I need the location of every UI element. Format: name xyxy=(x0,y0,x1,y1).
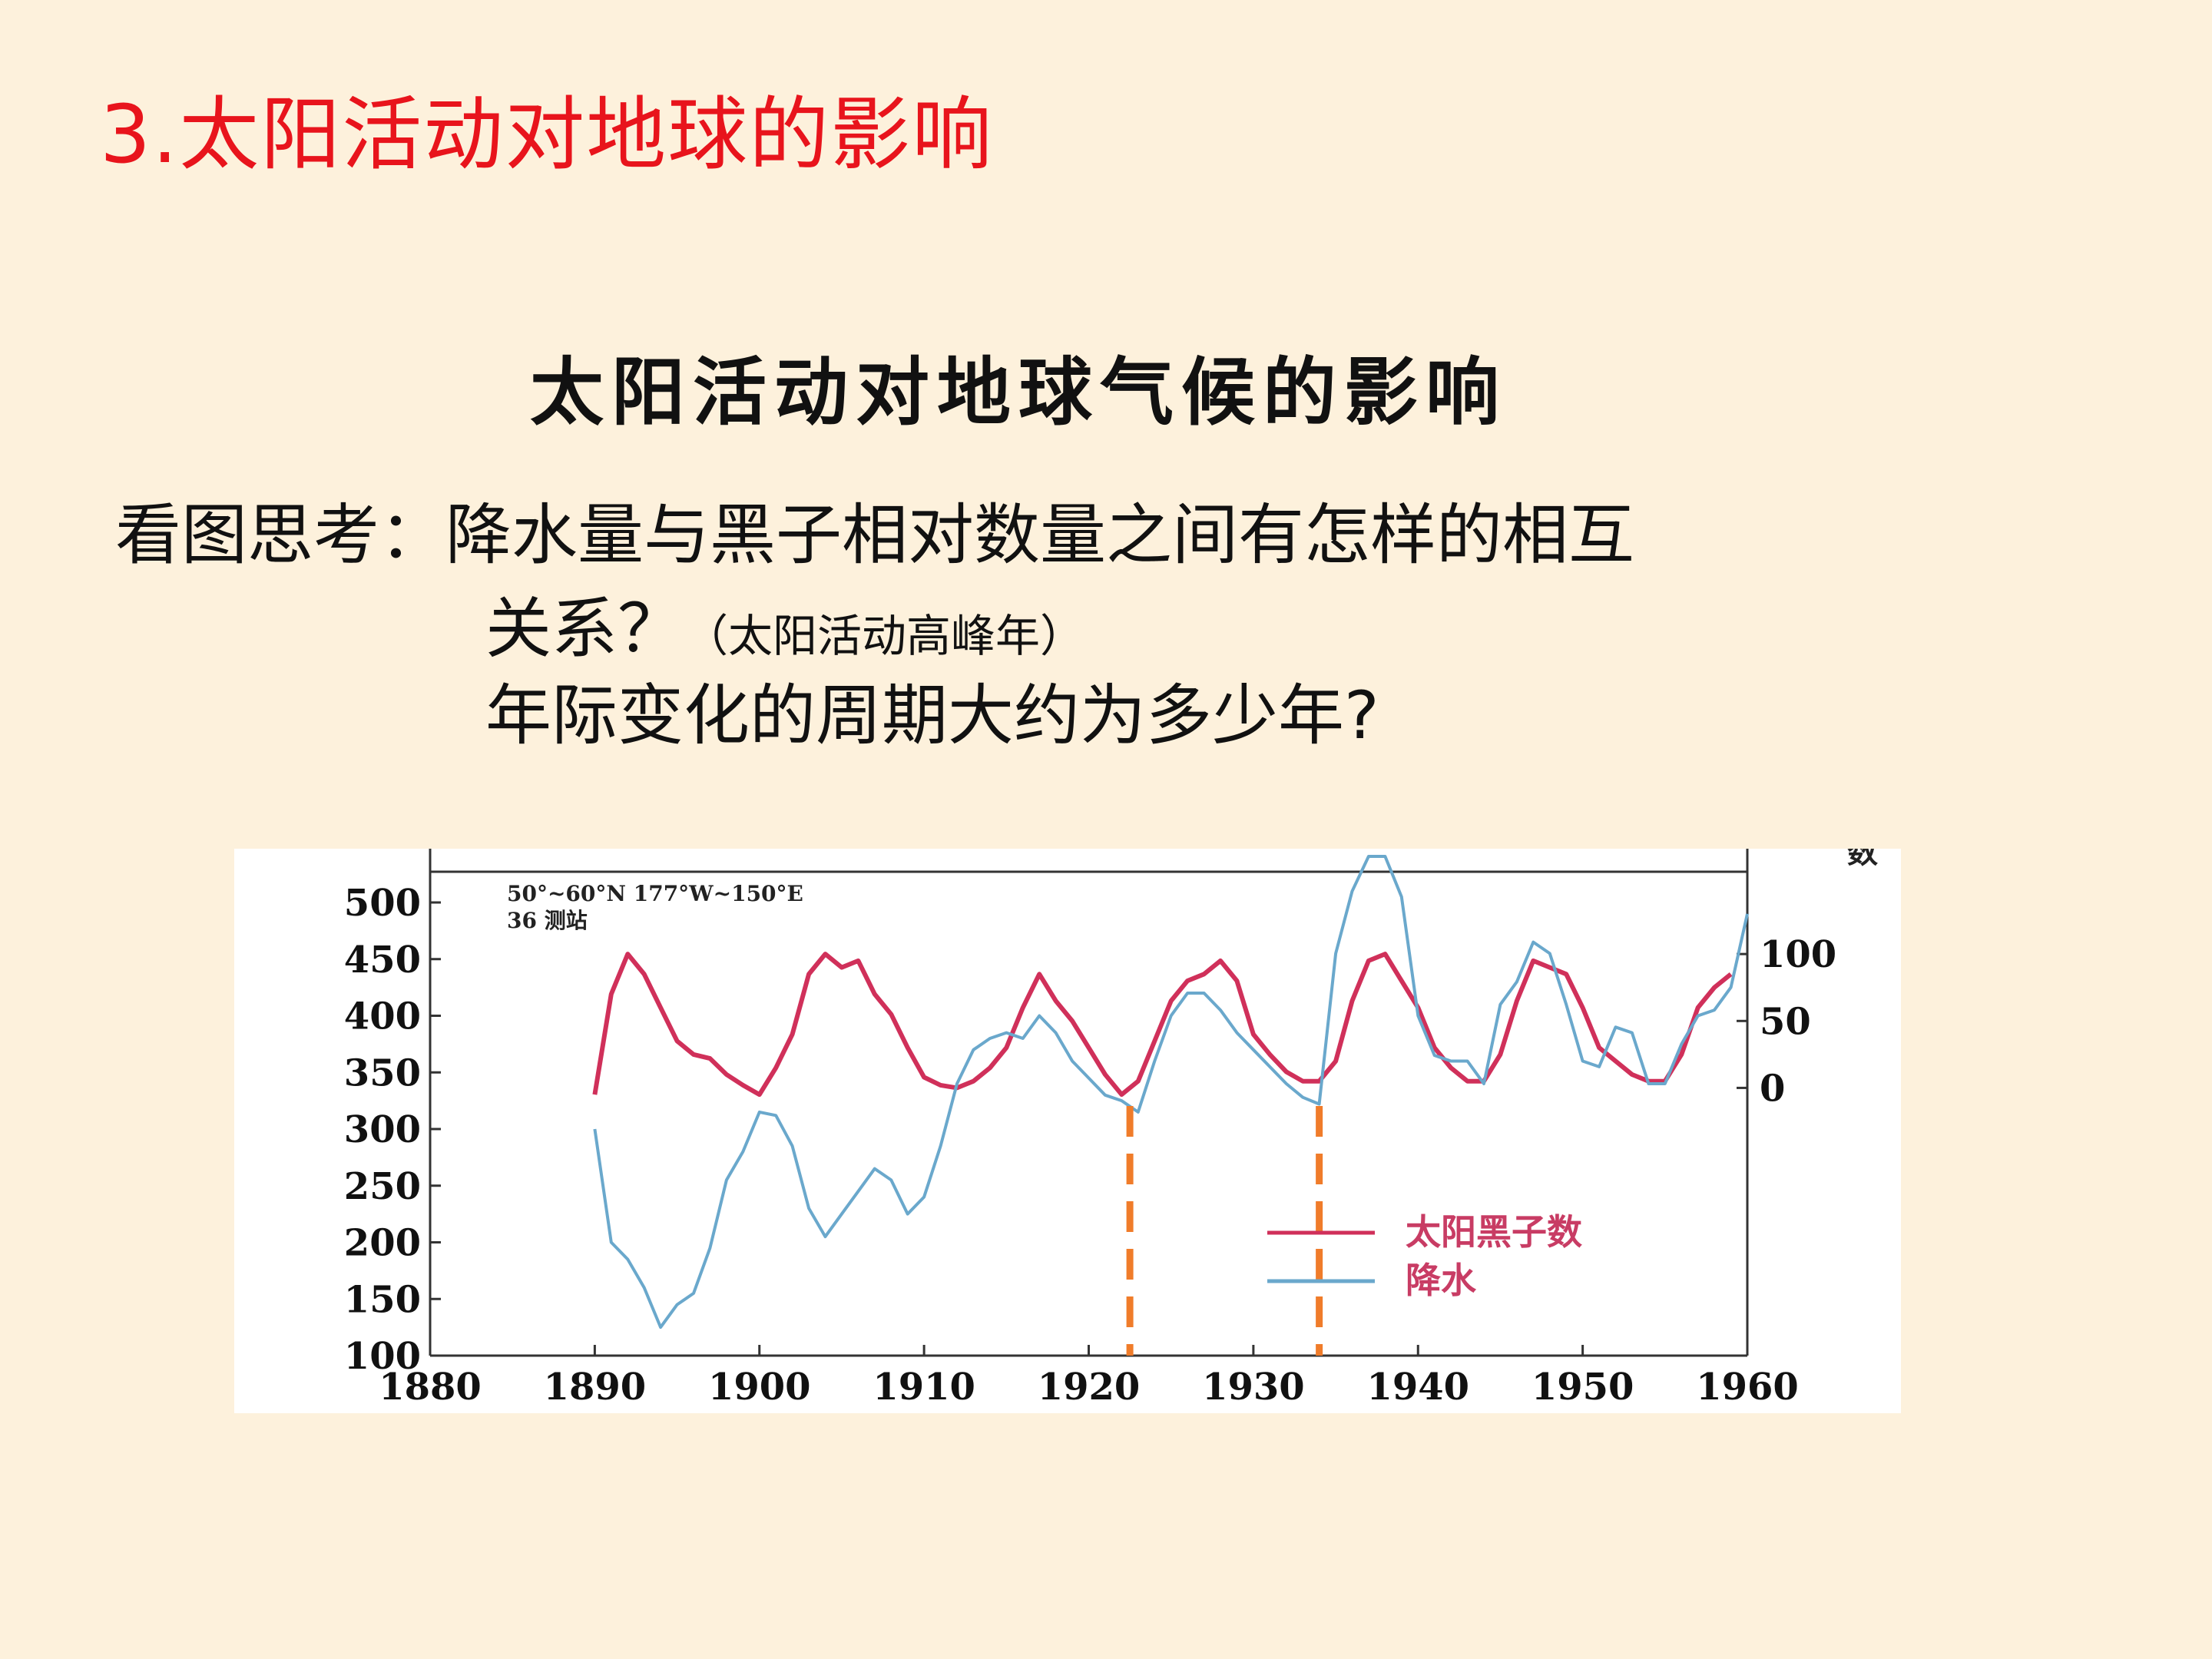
legend-label-precipitation: 降水 xyxy=(1406,1260,1477,1301)
question-text-1: 降水量与黑子相对数量之间有怎样的相互 xyxy=(445,497,1634,574)
chart-legend: 太阳黑子数 降水 xyxy=(1267,1211,1582,1301)
left-tick-label: 400 xyxy=(344,995,421,1038)
left-tick-label: 450 xyxy=(344,939,421,982)
x-tick-label: 1890 xyxy=(544,1366,647,1409)
question-hint: （太阳活动高峰年） xyxy=(684,610,1085,662)
chart-series xyxy=(592,855,1749,1330)
chart-annotation-stations: 36 测站 xyxy=(507,908,588,933)
chart-section-title: 太阳活动对地球气候的影响 xyxy=(530,349,1507,435)
sunspot-precipitation-chart: 1880 1890 1900 1910 1920 1930 1940 1950 19605004… xyxy=(234,849,1901,1413)
left-tick-label: 200 xyxy=(344,1222,421,1265)
series-line-precipitation xyxy=(593,855,1749,1330)
series-line-sunspot xyxy=(592,952,1733,1098)
left-tick-label: 500 xyxy=(344,882,421,925)
x-tick-label: 1960 xyxy=(1696,1366,1799,1409)
left-tick-label: 100 xyxy=(344,1335,421,1378)
left-tick-label: 300 xyxy=(344,1108,421,1151)
x-tick-label: 1950 xyxy=(1532,1366,1634,1409)
legend-label-sunspot: 太阳黑子数 xyxy=(1406,1211,1582,1253)
x-tick-label: 1930 xyxy=(1202,1366,1305,1409)
chart-background xyxy=(234,849,1901,1413)
question-line-3: 年际变化的周期大约为多少年? xyxy=(485,677,1379,754)
x-tick-label: 1880 xyxy=(379,1366,482,1409)
question-prefix: 看图思考： xyxy=(115,497,445,574)
x-tick-label: 1940 xyxy=(1366,1366,1469,1409)
question-text-2: 关系？ xyxy=(485,591,684,667)
x-tick-label: 1910 xyxy=(873,1366,975,1409)
chart-axes: 1880 1890 1900 1910 1920 1930 1940 1950 19605004… xyxy=(344,849,1836,1409)
question-line-2: 关系？（太阳活动高峰年） xyxy=(485,593,1084,666)
question-line-1: 看图思考：降水量与黑子相对数量之间有怎样的相互 xyxy=(115,499,1634,572)
x-tick-label: 1920 xyxy=(1038,1366,1141,1409)
chart-annotation-location: 50°~60°N 177°W~150°E xyxy=(507,881,803,906)
x-tick-label: 1900 xyxy=(708,1366,811,1409)
right-axis-label: 数 xyxy=(1847,849,1878,870)
left-tick-label: 150 xyxy=(344,1278,421,1321)
left-tick-label: 250 xyxy=(344,1165,421,1208)
right-tick-label: 100 xyxy=(1760,933,1836,976)
right-tick-label: 50 xyxy=(1760,1000,1811,1043)
left-tick-label: 350 xyxy=(344,1051,421,1094)
slide-heading: 3.太阳活动对地球的影响 xyxy=(100,88,994,181)
right-tick-label: 0 xyxy=(1760,1067,1785,1110)
